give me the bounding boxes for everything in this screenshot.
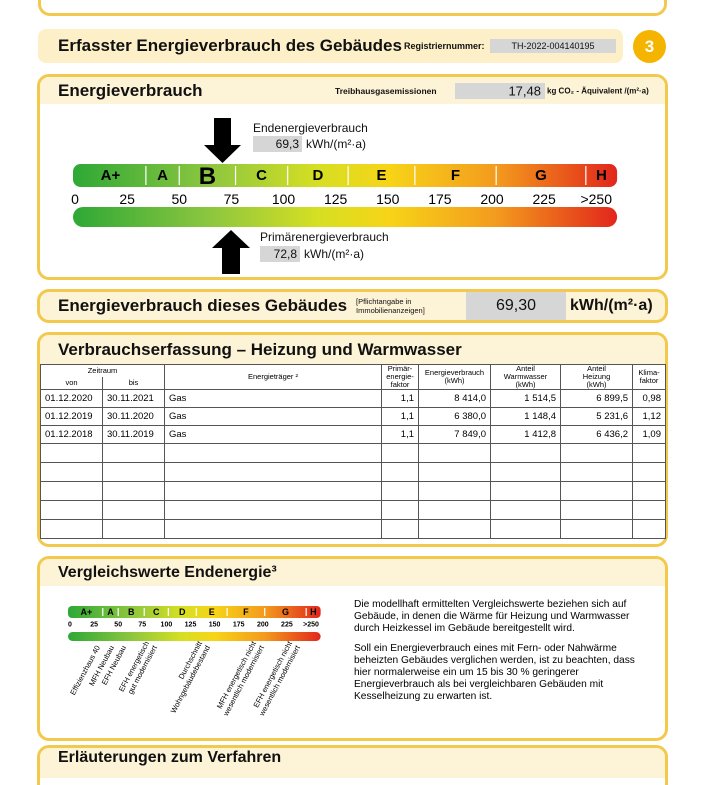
emissions-value: 17,48 xyxy=(508,83,541,99)
class-label: G xyxy=(282,607,289,617)
scale-tick-label: 0 xyxy=(71,191,79,207)
arrow xyxy=(204,145,241,163)
column-header: Klima- faktor xyxy=(632,364,666,390)
explanation-box xyxy=(37,745,668,785)
class-label: A+ xyxy=(101,167,121,184)
scale-tick-label: >250 xyxy=(580,191,612,207)
registration-field xyxy=(490,39,616,53)
band xyxy=(40,77,665,104)
scale-tick-label: 150 xyxy=(376,191,400,207)
building-value: 69,30 xyxy=(495,297,537,314)
column-header: Energieverbrauch (kWh) xyxy=(418,364,491,390)
scale-tick-label: 100 xyxy=(161,622,173,629)
primary-energy-label: Primärenergieverbrauch xyxy=(260,230,389,244)
header-row: Zeitraum Energieträger ² Primär- energie- … xyxy=(40,364,666,390)
consumption-table: Zeitraum Energieträger ² Primär- energie- … xyxy=(40,364,666,539)
empty-row xyxy=(40,519,666,539)
band xyxy=(40,335,665,364)
empty-row xyxy=(40,481,666,501)
class-label: F xyxy=(451,167,460,184)
emissions-field xyxy=(455,83,545,99)
class-label: E xyxy=(209,607,215,617)
class-label: D xyxy=(179,607,186,617)
class-label: A xyxy=(107,607,114,617)
scale-tick-label: 50 xyxy=(114,622,122,629)
table-row: 01.12.2018 30.11.2019 Gas 1,1 7 849,0 1 412,8… xyxy=(40,425,666,444)
primary-energy-field xyxy=(260,246,300,262)
column-header: Anteil Heizung (kWh) xyxy=(560,364,633,390)
building-unit: kWh/(m²·a) xyxy=(570,297,653,314)
primary-energy-value: 72,8 xyxy=(273,247,297,261)
arrow xyxy=(222,247,240,274)
section-title: Energieverbrauch xyxy=(58,81,203,100)
class-label: H xyxy=(596,167,607,184)
empty-cell xyxy=(632,519,666,539)
empty-row xyxy=(40,500,666,520)
scale-tick-label: 225 xyxy=(281,622,293,629)
class-label: A xyxy=(157,167,168,184)
class-label: H xyxy=(310,607,317,617)
building-field xyxy=(466,292,566,320)
arrow xyxy=(212,230,250,248)
table-title: Verbrauchserfassung – Heizung und Warmwa… xyxy=(58,340,462,359)
class-bar xyxy=(68,606,321,618)
emissions-label: Treibhausgasemissionen xyxy=(335,86,437,96)
final-energy-label: Endenergieverbrauch xyxy=(253,121,368,135)
building-note: [Pflichtangabe in Immobilienanzeigen] xyxy=(356,297,425,315)
scale-tick-label: 125 xyxy=(324,191,348,207)
scale-tick-label: 125 xyxy=(185,622,197,629)
scale-tick-label: 175 xyxy=(233,622,245,629)
previous-box xyxy=(38,0,667,16)
paragraph: Die modellhaft ermittelten Vergleichswer… xyxy=(354,599,630,635)
scale-tick-label: 25 xyxy=(119,191,135,207)
energy-bar xyxy=(73,207,618,227)
header-title: Erfasster Energieverbrauch des Gebäudes xyxy=(58,36,402,55)
class-label: C xyxy=(256,167,267,184)
class-label: D xyxy=(312,167,323,184)
scale-tick-label: >250 xyxy=(303,622,319,629)
paragraph: Soll ein Energieverbrauch eines mit Fern… xyxy=(354,642,635,703)
final-energy-unit: kWh/(m²·a) xyxy=(306,137,366,151)
comparison-text: Die modellhaft ermittelten Vergleichswer… xyxy=(354,599,644,711)
scale-tick-label: 200 xyxy=(480,191,504,207)
class-label: C xyxy=(153,607,160,617)
scale-tick-label: 0 xyxy=(68,622,72,629)
comparison-box xyxy=(37,556,668,741)
class-label: G xyxy=(535,167,547,184)
scale-tick-label: 50 xyxy=(171,191,187,207)
primary-energy-unit: kWh/(m²·a) xyxy=(304,247,364,261)
scale-tick-label: 150 xyxy=(209,622,221,629)
energy-bar xyxy=(68,632,321,641)
class-label: E xyxy=(376,167,386,184)
class-label: B xyxy=(199,163,216,190)
registration-number: TH-2022-004140195 xyxy=(511,41,595,51)
scale-tick-label: 25 xyxy=(90,622,98,629)
scale-tick-label: 75 xyxy=(224,191,240,207)
class-label: A+ xyxy=(81,607,93,617)
column-header: Anteil Warmwasser (kWh) xyxy=(490,364,561,390)
final-energy-field xyxy=(253,136,302,152)
emissions-unit: kg CO₂ - Äquivalent /(m²·a) xyxy=(547,86,649,96)
comparison-title: Vergleichswerte Endenergie³ xyxy=(58,564,277,581)
class-label: F xyxy=(243,607,249,617)
band xyxy=(40,559,665,586)
building-title: Energieverbrauch dieses Gebäudes xyxy=(58,296,348,315)
scale-tick-label: 200 xyxy=(257,622,269,629)
registration-label: Registriernummer: xyxy=(404,41,485,51)
class-label: B xyxy=(128,607,135,617)
scale-tick-label: 175 xyxy=(428,191,452,207)
class-bar xyxy=(73,164,618,187)
band xyxy=(40,748,665,778)
scale-tick-label: 100 xyxy=(272,191,296,207)
scale-tick-label: 75 xyxy=(138,622,146,629)
table-row: 01.12.2019 30.11.2020 Gas 1,1 6 380,0 1 148,4… xyxy=(40,407,666,426)
scale-tick-label: 225 xyxy=(532,191,556,207)
final-energy-value: 69,3 xyxy=(275,137,299,151)
explanation-title: Erläuterungen zum Verfahren xyxy=(58,749,282,766)
arrow xyxy=(214,118,231,146)
page-number: 3 xyxy=(633,30,666,63)
